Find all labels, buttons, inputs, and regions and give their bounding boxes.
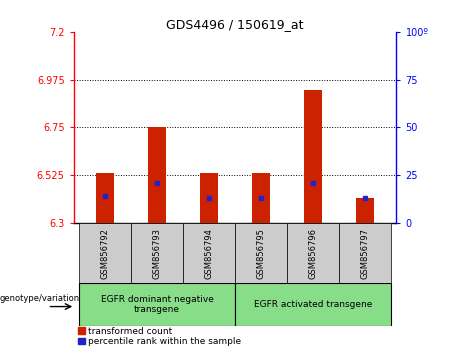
Bar [304, 90, 322, 223]
Bar [356, 198, 374, 223]
Text: EGFR dominant negative
transgene: EGFR dominant negative transgene [100, 295, 213, 314]
Bar [235, 283, 391, 326]
Title: GDS4496 / 150619_at: GDS4496 / 150619_at [166, 18, 304, 31]
Bar [235, 223, 287, 283]
Bar [148, 127, 166, 223]
Text: GSM856797: GSM856797 [361, 228, 370, 279]
Bar [79, 223, 131, 283]
Text: genotype/variation: genotype/variation [0, 293, 79, 303]
Text: GSM856792: GSM856792 [100, 228, 110, 279]
Bar [131, 223, 183, 283]
Text: GSM856793: GSM856793 [153, 228, 161, 279]
Bar [96, 173, 114, 223]
Legend: transformed count, percentile rank within the sample: transformed count, percentile rank withi… [78, 327, 241, 347]
Text: GSM856796: GSM856796 [309, 228, 318, 279]
Text: GSM856795: GSM856795 [257, 228, 266, 279]
Bar [183, 223, 235, 283]
Bar [200, 173, 218, 223]
Bar [339, 223, 391, 283]
Text: GSM856794: GSM856794 [205, 228, 213, 279]
Bar [287, 223, 339, 283]
Bar [79, 283, 235, 326]
Text: EGFR activated transgene: EGFR activated transgene [254, 300, 372, 309]
Bar [252, 173, 270, 223]
